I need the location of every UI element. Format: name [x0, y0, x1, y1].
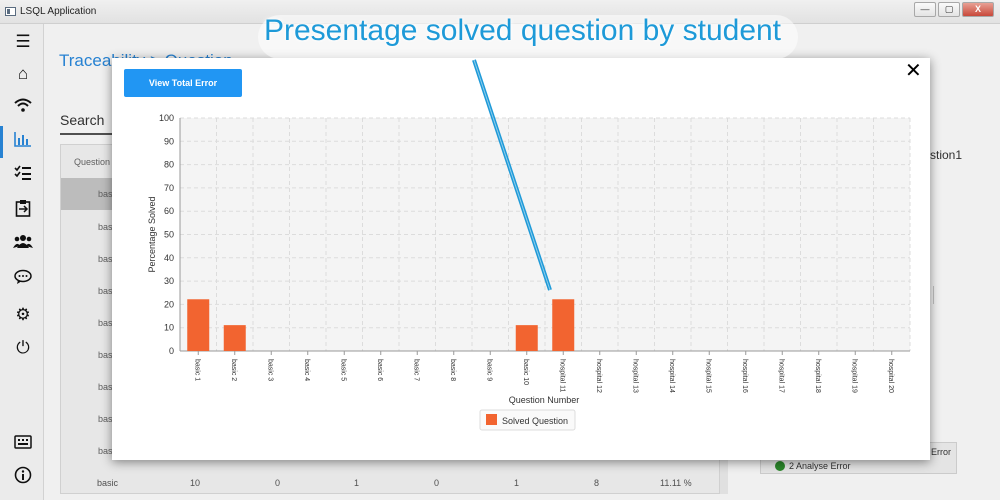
- checklist-icon[interactable]: [10, 164, 36, 188]
- clipboard-icon[interactable]: [10, 199, 36, 223]
- home-icon[interactable]: ⌂: [17, 64, 29, 83]
- field-edge: [930, 286, 934, 304]
- wifi-icon[interactable]: [10, 96, 36, 120]
- users-icon[interactable]: [10, 232, 36, 256]
- window-title: LSQL Application: [20, 6, 97, 17]
- view-total-error-button[interactable]: View Total Error: [124, 69, 242, 97]
- settings-icon[interactable]: ⚙: [15, 305, 31, 324]
- maximize-button[interactable]: ▢: [938, 2, 960, 17]
- table-cell: 1: [514, 478, 520, 488]
- analyse-error-label: 2 Analyse Error: [789, 461, 851, 471]
- annotation-callout: [258, 15, 798, 59]
- analyse-error-item: 2 Analyse Error: [775, 461, 851, 471]
- side-nav: ☰ ⌂ ⚙ ⏻: [0, 24, 44, 500]
- table-row[interactable]: basic: [98, 414, 120, 424]
- table-row[interactable]: basic: [98, 222, 120, 232]
- table-row[interactable]: basic: [98, 350, 120, 360]
- table-cell: 0: [275, 478, 281, 488]
- annotation-text: Presentage solved question by student: [264, 14, 782, 47]
- app-icon: [5, 7, 16, 16]
- table-row[interactable]: basic: [98, 189, 120, 199]
- status-dot-icon: [775, 461, 785, 471]
- selected-row: [61, 178, 113, 210]
- table-cell: 11.11 %: [660, 478, 692, 488]
- minimize-button[interactable]: —: [914, 2, 936, 17]
- table-header: Question: [74, 157, 111, 167]
- keyboard-icon[interactable]: [10, 432, 36, 456]
- table-cell: 0: [434, 478, 440, 488]
- power-icon[interactable]: ⏻: [16, 338, 30, 357]
- info-icon[interactable]: [10, 466, 36, 490]
- table-row[interactable]: basic: [98, 286, 120, 296]
- error-label: Error: [931, 447, 951, 457]
- active-indicator: [0, 126, 3, 158]
- table-row[interactable]: basic: [98, 382, 120, 392]
- tab-search[interactable]: Search: [60, 112, 105, 128]
- question-label: stion1: [930, 148, 963, 162]
- menu-icon[interactable]: ☰: [15, 32, 31, 51]
- table-row[interactable]: basic: [98, 254, 120, 264]
- table-cell: basic: [97, 478, 119, 488]
- close-window-button[interactable]: X: [962, 2, 994, 17]
- chart-modal: [112, 58, 930, 460]
- table-row[interactable]: basic: [98, 446, 120, 456]
- close-icon[interactable]: ✕: [905, 60, 922, 82]
- table-row[interactable]: basic: [98, 318, 120, 328]
- table-cell: 1: [354, 478, 360, 488]
- chat-icon[interactable]: [10, 268, 36, 292]
- table-cell: 10: [190, 478, 201, 488]
- tab-underline: [60, 133, 116, 135]
- table-cell: 8: [594, 478, 600, 488]
- bar-chart-icon[interactable]: [10, 130, 36, 154]
